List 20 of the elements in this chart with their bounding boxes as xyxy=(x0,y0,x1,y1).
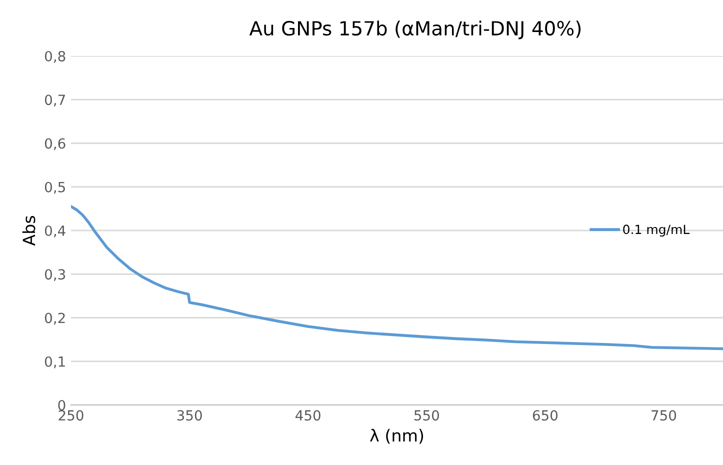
legend-label: 0.1 mg/mL xyxy=(623,224,690,237)
y-tick-label: 0,5 xyxy=(44,182,65,194)
y-tick-label: 0,8 xyxy=(44,50,66,63)
chart-title: Au GNPs 157b (αMan/tri-DNJ 40%) xyxy=(249,20,581,40)
x-tick-label: 750 xyxy=(652,410,676,421)
x-axis-title: λ (nm) xyxy=(370,428,424,444)
y-tick-label: 0,3 xyxy=(44,269,66,282)
y-tick-label: 0,4 xyxy=(44,225,66,238)
x-tick-label: 450 xyxy=(296,410,320,421)
x-tick-label: 350 xyxy=(177,410,202,421)
y-tick-label: 0,2 xyxy=(44,312,65,325)
y-axis-title: Abs xyxy=(22,216,36,246)
y-tick-label: 0,1 xyxy=(44,356,65,368)
y-tick-label: 0,7 xyxy=(44,94,65,107)
y-tick-label: 0,6 xyxy=(44,138,66,150)
y-tick-label: 0 xyxy=(58,400,66,410)
x-tick-label: 650 xyxy=(532,410,558,421)
x-tick-label: 250 xyxy=(58,410,84,421)
x-tick-label: 550 xyxy=(414,410,439,421)
line-series xyxy=(71,205,723,350)
